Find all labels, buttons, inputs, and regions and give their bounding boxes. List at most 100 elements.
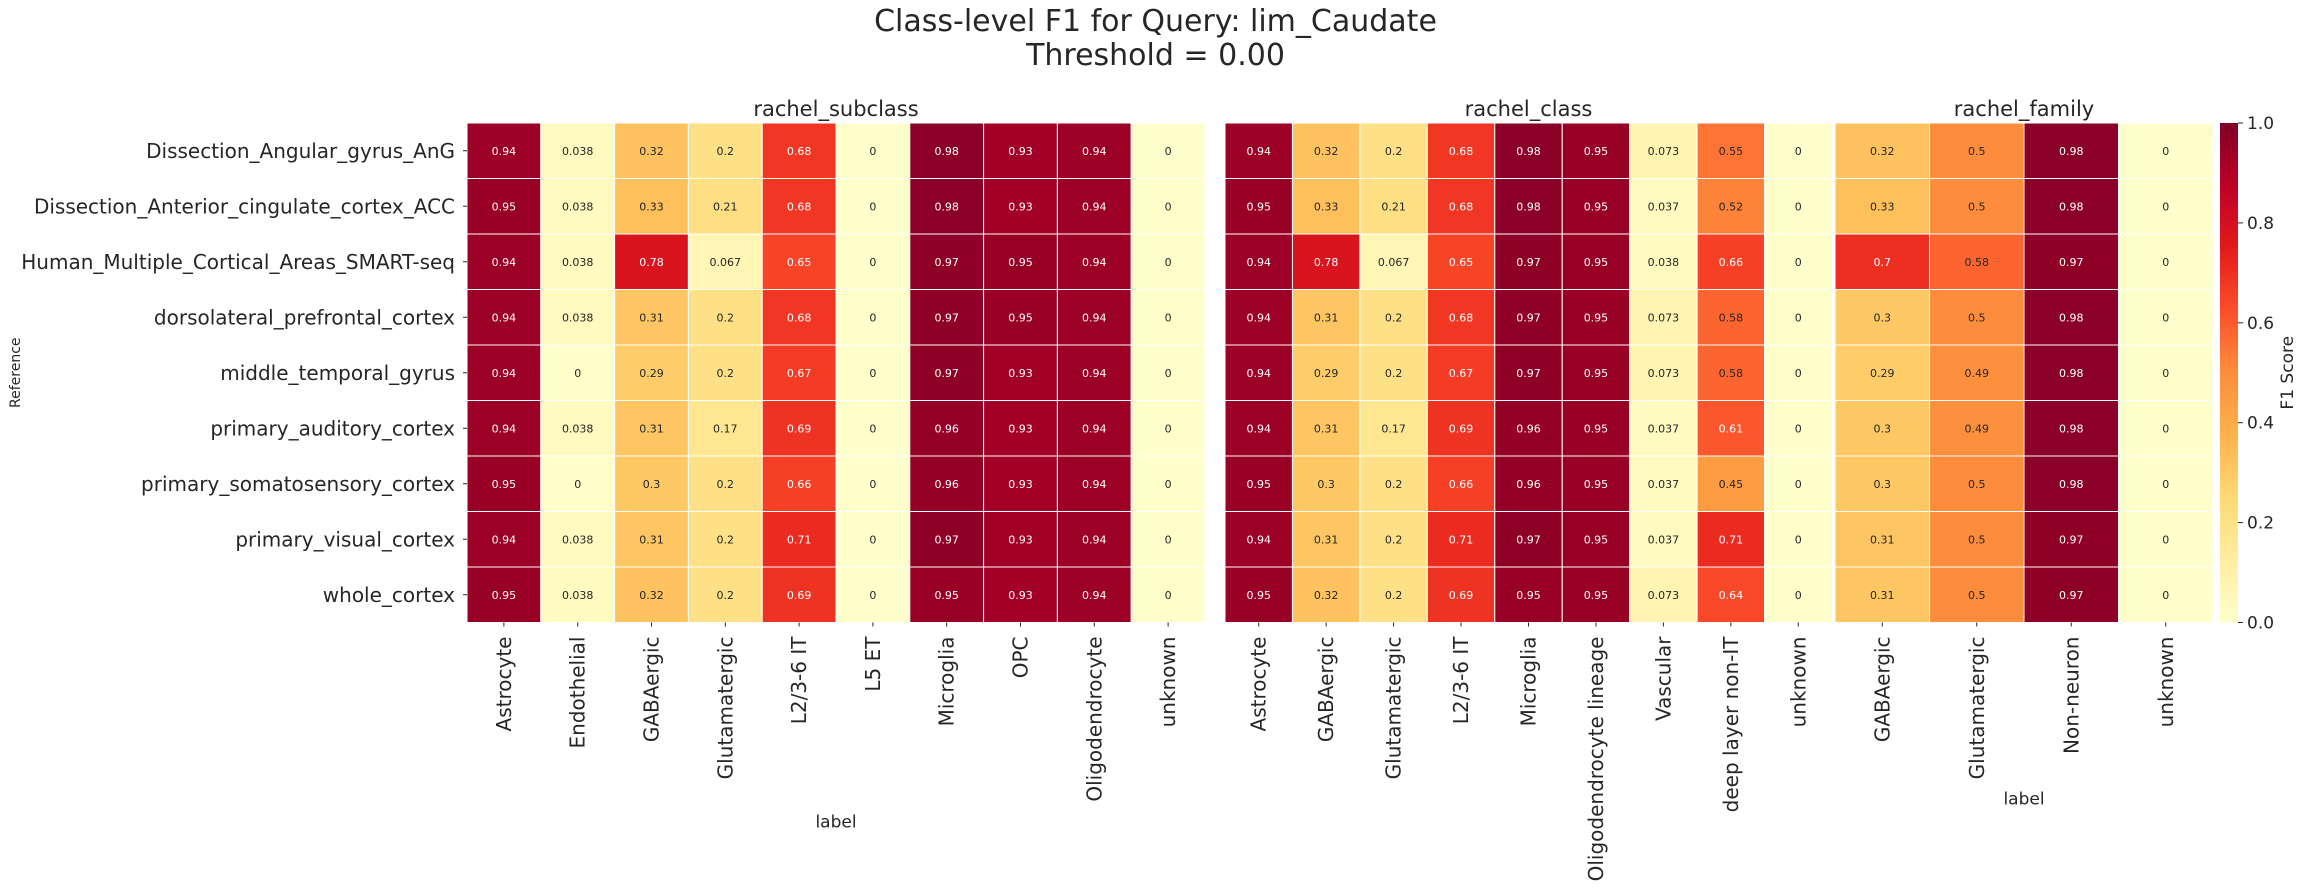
heatmap-cell bbox=[2023, 122, 2119, 179]
cell-value-label: 0 bbox=[1795, 533, 1802, 546]
cell-value-label: 0.038 bbox=[562, 311, 594, 324]
cell-value-label: 0.95 bbox=[1246, 200, 1271, 213]
x-tick-label: Vascular bbox=[1651, 636, 1675, 721]
heatmap-cell bbox=[1130, 289, 1206, 346]
cell-value-label: 0 bbox=[1795, 367, 1802, 380]
heatmap-cell bbox=[1764, 178, 1833, 235]
heatmap-cell bbox=[1291, 566, 1361, 623]
cell-value-label: 0.71 bbox=[1449, 533, 1474, 546]
heatmap-cell bbox=[1929, 178, 2025, 235]
cell-value-label: 0.94 bbox=[1246, 367, 1271, 380]
heatmap-cell bbox=[687, 511, 763, 568]
x-axis-label: label bbox=[815, 813, 856, 833]
cell-value-label: 0.32 bbox=[1314, 145, 1339, 158]
cell-value-label: 0 bbox=[1165, 422, 1172, 435]
heatmap-cell bbox=[835, 511, 911, 568]
heatmap-cell bbox=[1426, 455, 1496, 512]
heatmap-cell bbox=[1561, 178, 1631, 235]
cell-value-label: 0 bbox=[1795, 256, 1802, 269]
row-label: Dissection_Angular_gyrus_AnG bbox=[146, 139, 455, 163]
cell-value-label: 0.98 bbox=[2059, 200, 2084, 213]
cell-value-label: 0.31 bbox=[1314, 422, 1339, 435]
heatmap-cell bbox=[761, 400, 837, 457]
heatmap-cell bbox=[1834, 511, 1930, 568]
heatmap-cell bbox=[1561, 400, 1631, 457]
panel-title: rachel_family bbox=[1954, 97, 2094, 122]
heatmap-cell bbox=[687, 400, 763, 457]
cell-value-label: 0.038 bbox=[1648, 256, 1680, 269]
cell-value-label: 0.33 bbox=[1314, 200, 1339, 213]
heatmap-cell bbox=[1764, 566, 1833, 623]
cell-value-label: 0.2 bbox=[717, 589, 735, 602]
colorbar-tick-label: 0.4 bbox=[2247, 414, 2274, 434]
heatmap-cell bbox=[687, 289, 763, 346]
cell-value-label: 0.037 bbox=[1648, 533, 1680, 546]
cell-value-label: 0.64 bbox=[1719, 589, 1744, 602]
cell-value-label: 0.037 bbox=[1648, 478, 1680, 491]
cell-value-label: 0 bbox=[1795, 311, 1802, 324]
cell-value-label: 0.3 bbox=[1874, 422, 1892, 435]
cell-value-label: 0.17 bbox=[713, 422, 738, 435]
cell-value-label: 0.94 bbox=[1082, 422, 1107, 435]
heatmap-cell bbox=[687, 233, 763, 290]
cell-value-label: 0.3 bbox=[1874, 478, 1892, 491]
cell-value-label: 0.93 bbox=[1008, 478, 1033, 491]
heatmap-cell bbox=[540, 400, 616, 457]
cell-value-label: 0.94 bbox=[492, 311, 517, 324]
x-tick-label: L2/3-6 IT bbox=[1449, 636, 1473, 725]
heatmap-cell bbox=[2023, 455, 2119, 512]
cell-value-label: 0.95 bbox=[1584, 145, 1609, 158]
cell-value-label: 0.2 bbox=[1385, 145, 1403, 158]
x-tick-label: Astrocyte bbox=[492, 637, 516, 732]
cell-value-label: 0.2 bbox=[717, 311, 735, 324]
heatmap-cell bbox=[761, 511, 837, 568]
heatmap-cell bbox=[540, 178, 616, 235]
cell-value-label: 0.037 bbox=[1648, 422, 1680, 435]
cell-value-label: 0.98 bbox=[1516, 200, 1541, 213]
row-labels: Dissection_Angular_gyrus_AnG Dissection_A… bbox=[8, 139, 467, 607]
cell-value-label: 0.95 bbox=[1584, 589, 1609, 602]
cell-value-label: 0.067 bbox=[710, 256, 742, 269]
cell-value-label: 0.31 bbox=[1870, 533, 1895, 546]
cell-value-label: 0.95 bbox=[492, 478, 517, 491]
heatmap-cell bbox=[761, 289, 837, 346]
cell-value-label: 0.95 bbox=[1584, 367, 1609, 380]
cell-value-label: 0.61 bbox=[1719, 422, 1744, 435]
cell-value-label: 0.037 bbox=[1648, 200, 1680, 213]
cell-value-label: 0.2 bbox=[1385, 478, 1403, 491]
heatmap-cell bbox=[1494, 178, 1563, 235]
cell-value-label: 0.2 bbox=[717, 533, 735, 546]
cell-value-label: 0 bbox=[1165, 256, 1172, 269]
cell-value-label: 0 bbox=[869, 422, 876, 435]
cell-value-label: 0.31 bbox=[1314, 533, 1339, 546]
chart-title: Class-level F1 for Query: lim_Caudate bbox=[874, 4, 1437, 39]
cell-value-label: 0.2 bbox=[1385, 367, 1403, 380]
x-tick-label: unknown bbox=[1786, 637, 1810, 728]
cell-value-label: 0.5 bbox=[1968, 145, 1986, 158]
heatmap-cell bbox=[983, 400, 1058, 457]
cell-value-label: 0.68 bbox=[1449, 311, 1474, 324]
heatmap-cell bbox=[1629, 178, 1698, 235]
cell-value-label: 0 bbox=[1795, 478, 1802, 491]
heatmap-cell bbox=[835, 289, 911, 346]
cell-value-label: 0.32 bbox=[639, 145, 664, 158]
cell-value-label: 0 bbox=[1795, 589, 1802, 602]
heatmap-cell bbox=[1224, 178, 1293, 235]
heatmap-cell bbox=[1224, 122, 1293, 179]
colorbar-tick-label: 0.2 bbox=[2247, 514, 2274, 534]
cell-value-label: 0.98 bbox=[1516, 145, 1541, 158]
cell-value-label: 0.5 bbox=[1968, 533, 1986, 546]
cell-value-label: 0.71 bbox=[1719, 533, 1744, 546]
x-tick-label: Non-neuron bbox=[2059, 637, 2083, 754]
heatmap-cell bbox=[1696, 289, 1766, 346]
heatmap-cell bbox=[614, 400, 689, 457]
heatmap-cell bbox=[1494, 122, 1563, 179]
heatmap-cell bbox=[835, 455, 911, 512]
row-label: primary_auditory_cortex bbox=[210, 416, 455, 440]
cell-value-label: 0.97 bbox=[934, 311, 959, 324]
heatmap-cell bbox=[1696, 344, 1766, 401]
heatmap-cell bbox=[1929, 344, 2025, 401]
heatmap-cell bbox=[909, 178, 985, 235]
heatmap-cell bbox=[761, 344, 837, 401]
heatmap-cell bbox=[2118, 455, 2214, 512]
